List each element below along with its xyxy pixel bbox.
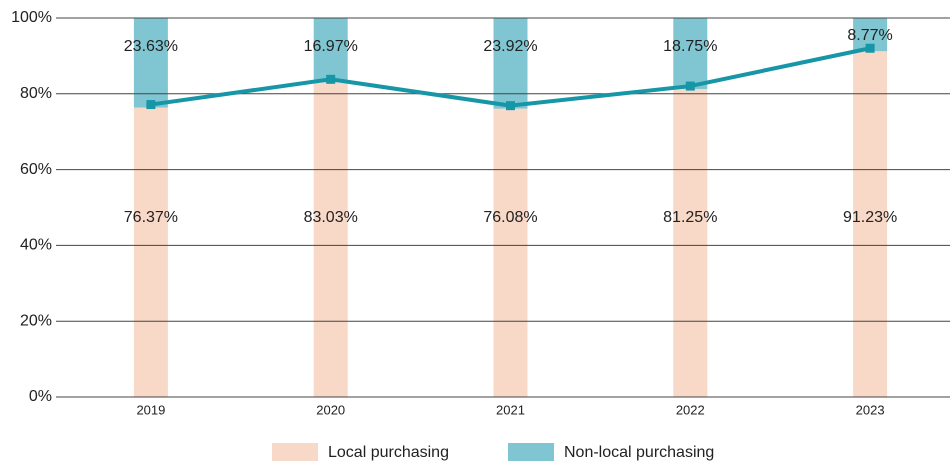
y-tick-label: 100% [11, 9, 52, 26]
y-tick-label: 0% [29, 388, 52, 405]
line-marker [146, 100, 156, 110]
bar-segment [133, 107, 168, 397]
x-tick-label: 2022 [676, 402, 705, 417]
x-tick-label: 2019 [136, 402, 165, 417]
x-tick-label: 2021 [496, 402, 525, 417]
data-label: 81.25% [663, 209, 717, 226]
y-tick-label: 40% [20, 237, 52, 254]
data-label: 16.97% [304, 38, 358, 55]
bar-segment [313, 82, 348, 398]
bar-segment [133, 18, 168, 108]
legend-swatch [272, 443, 318, 461]
x-tick-label: 2023 [856, 402, 885, 417]
line-marker [326, 74, 336, 84]
data-label: 76.08% [483, 209, 537, 226]
data-label: 91.23% [843, 209, 897, 226]
bar-segment [313, 18, 348, 83]
bar-segment [673, 89, 708, 397]
data-label: 76.37% [124, 209, 178, 226]
line-marker [506, 101, 515, 111]
legend-label: Local purchasing [328, 444, 449, 461]
bar-segment [493, 18, 528, 109]
legend-swatch [508, 443, 554, 461]
y-tick-label: 60% [20, 161, 52, 178]
legend-label: Non-local purchasing [564, 444, 714, 461]
y-tick-label: 80% [20, 85, 52, 102]
data-label: 23.63% [124, 38, 178, 55]
y-tick-label: 20% [20, 312, 52, 329]
data-label: 18.75% [663, 38, 717, 55]
data-label: 83.03% [304, 209, 358, 226]
data-label: 8.77% [847, 27, 892, 44]
bar-segment [493, 108, 528, 397]
bar-segment [853, 51, 888, 397]
data-label: 23.92% [483, 38, 537, 55]
bar-segment [673, 18, 708, 90]
line-marker [865, 43, 875, 53]
bars [133, 18, 888, 398]
line-marker [685, 81, 695, 91]
x-tick-label: 2020 [316, 402, 345, 417]
